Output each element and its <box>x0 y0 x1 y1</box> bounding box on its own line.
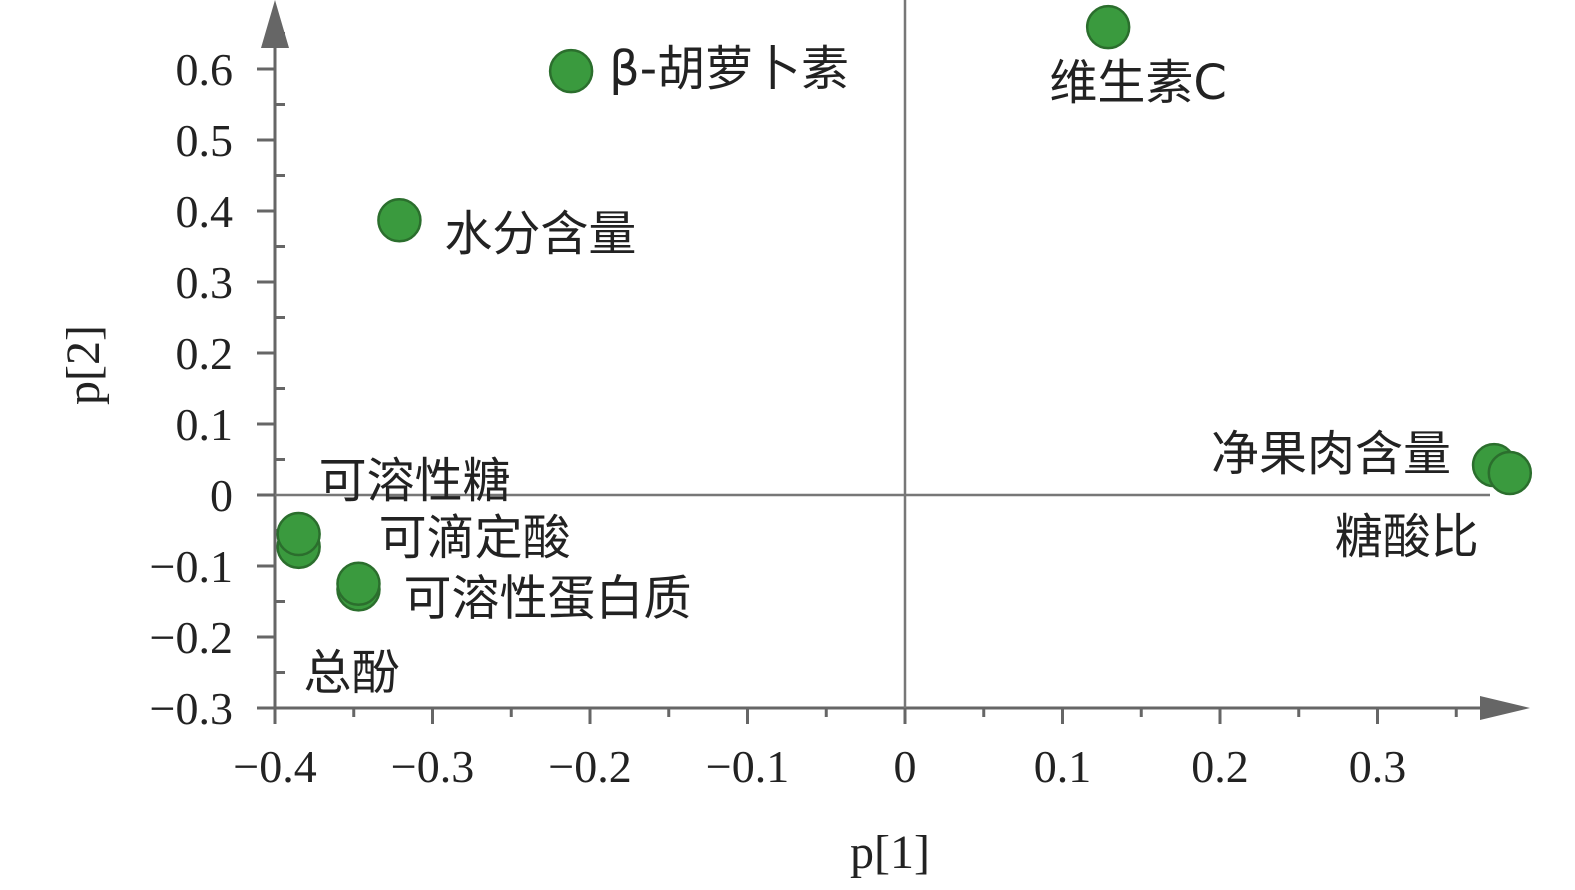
y-tick-label: 0.6 <box>176 44 234 95</box>
x-axis-arrow <box>1480 696 1530 720</box>
point-label: 净果肉含量 <box>1211 426 1451 482</box>
y-tick-label: −0.3 <box>150 683 233 734</box>
point-label: 总酚 <box>303 645 399 701</box>
x-tick-label: −0.3 <box>391 741 474 792</box>
y-axis-arrow <box>261 0 289 48</box>
point-label: 糖酸比 <box>1335 509 1479 565</box>
data-points <box>276 4 1533 612</box>
y-tick-label: −0.2 <box>150 612 233 663</box>
data-point <box>548 48 594 94</box>
point-label: β-胡萝卜素 <box>609 41 849 97</box>
point-label: 维生素C <box>1049 55 1227 111</box>
point-label: 可溶性蛋白质 <box>403 570 691 626</box>
y-tick-label: 0.4 <box>176 186 234 237</box>
point-label: 可滴定酸 <box>379 510 571 566</box>
y-tick-label: 0.3 <box>176 257 234 308</box>
y-tick-label: 0.1 <box>176 399 234 450</box>
x-axis-title: p[1] <box>850 826 930 879</box>
y-tick-label: 0.2 <box>176 328 234 379</box>
x-tick-label: 0.2 <box>1191 741 1249 792</box>
data-point <box>336 561 381 606</box>
x-tick-label: 0.3 <box>1349 741 1407 792</box>
data-point <box>1085 4 1131 50</box>
x-tick-label: 0.1 <box>1034 741 1092 792</box>
point-label: 水分含量 <box>444 206 636 262</box>
y-tick-label: −0.1 <box>150 541 233 592</box>
axes <box>261 0 1530 720</box>
x-tick-label: 0 <box>894 741 917 792</box>
x-tick-label: −0.1 <box>706 741 789 792</box>
data-point <box>377 197 422 243</box>
point-label: 可溶性糖 <box>319 453 511 509</box>
y-tick-label: 0.5 <box>176 115 234 166</box>
x-tick-label: −0.2 <box>548 741 631 792</box>
x-tick-label: −0.4 <box>233 741 316 792</box>
y-tick-label: 0 <box>210 470 233 521</box>
data-point <box>276 511 321 557</box>
y-axis-title: p[2] <box>57 325 110 405</box>
ticks <box>257 32 1458 724</box>
tick-labels: −0.4 −0.3 −0.2 −0.1 0 0.1 0.2 0.30.60.50.40.30.… <box>150 44 1407 792</box>
data-point <box>1487 450 1533 496</box>
